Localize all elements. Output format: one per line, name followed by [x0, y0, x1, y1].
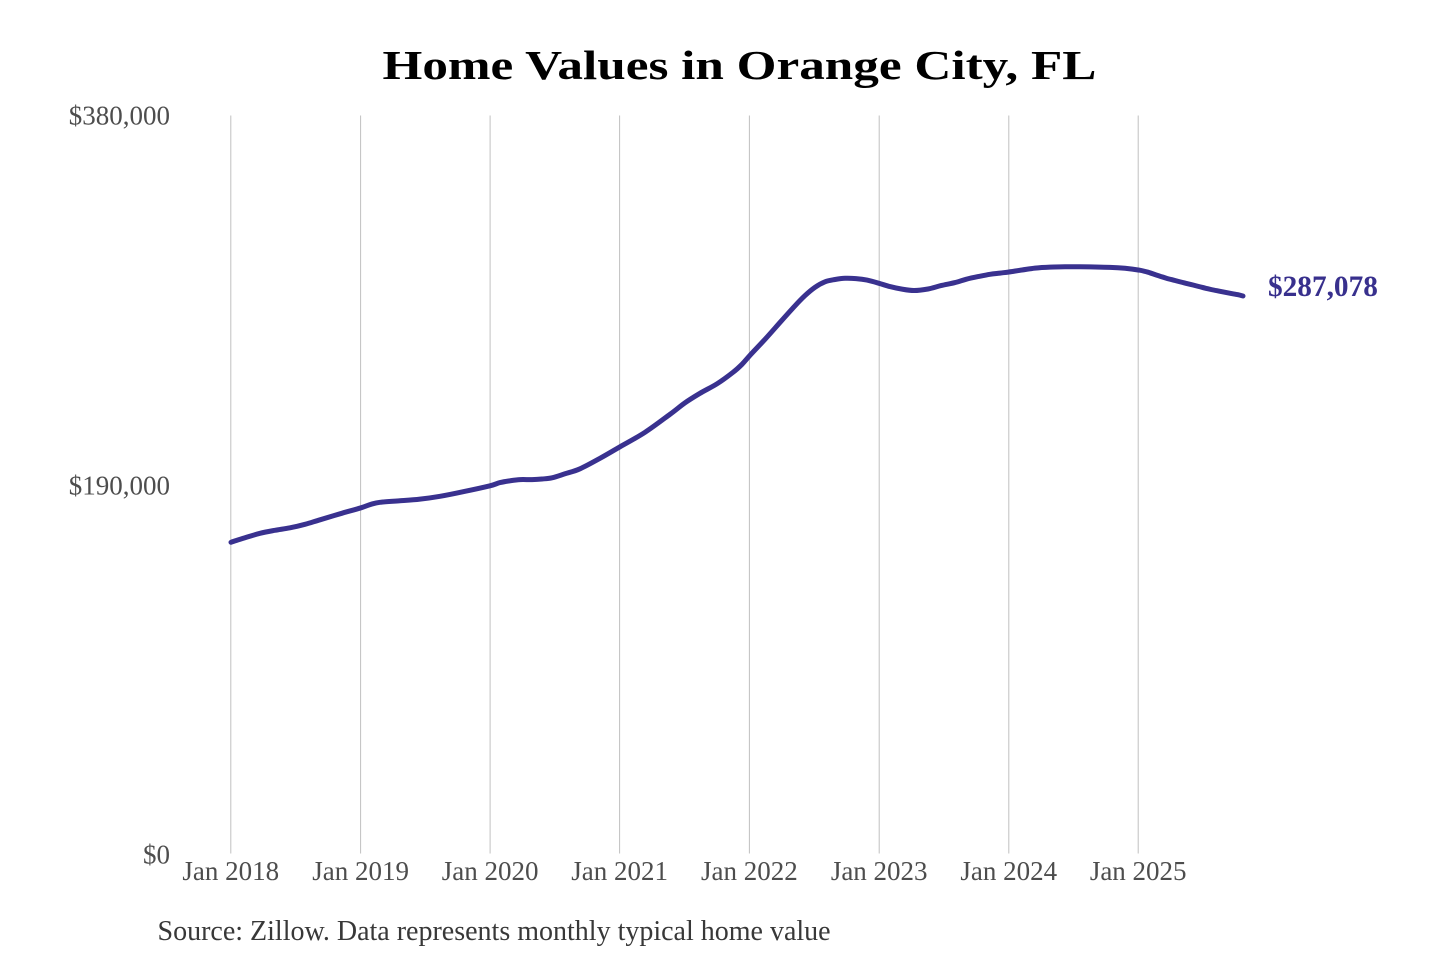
svg-text:Home Values in Orange City, FL: Home Values in Orange City, FL — [383, 44, 1097, 89]
svg-text:Jan 2025: Jan 2025 — [1090, 856, 1187, 886]
svg-text:$190,000: $190,000 — [69, 470, 170, 500]
svg-text:Jan 2022: Jan 2022 — [701, 856, 798, 886]
svg-text:$0: $0 — [143, 840, 170, 870]
svg-text:Jan 2021: Jan 2021 — [571, 856, 668, 886]
svg-text:Source: Zillow. Data represent: Source: Zillow. Data represents monthly … — [158, 916, 831, 947]
svg-text:Jan 2024: Jan 2024 — [960, 856, 1057, 886]
svg-text:Jan 2023: Jan 2023 — [831, 856, 928, 886]
svg-text:$287,078: $287,078 — [1268, 271, 1378, 303]
svg-text:Jan 2019: Jan 2019 — [312, 856, 409, 886]
svg-text:Jan 2018: Jan 2018 — [182, 856, 279, 886]
svg-text:Jan 2020: Jan 2020 — [442, 856, 539, 886]
svg-text:$380,000: $380,000 — [69, 100, 170, 130]
